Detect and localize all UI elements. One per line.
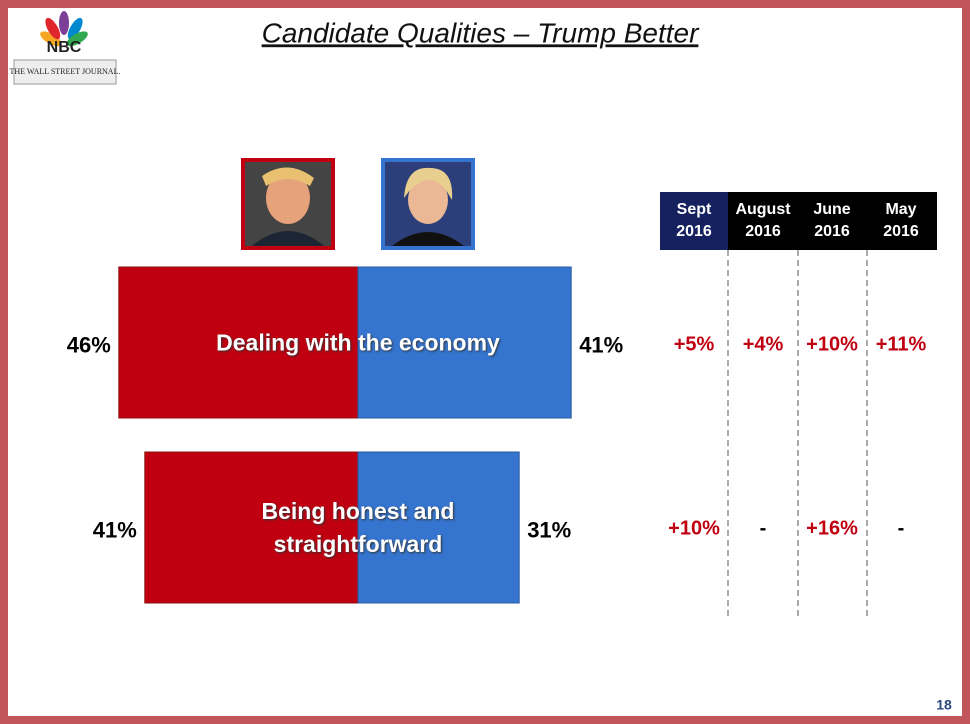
page-number: 18 bbox=[936, 697, 952, 713]
table-cell: +4% bbox=[743, 333, 784, 355]
column-header: June 2016 bbox=[813, 201, 851, 240]
value-label: 46% bbox=[67, 332, 111, 357]
table-cell: +5% bbox=[674, 333, 715, 355]
logo-network: NBC bbox=[47, 39, 82, 56]
peacock bbox=[40, 11, 88, 47]
logo-box bbox=[13, 59, 117, 85]
table-cell: - bbox=[760, 517, 767, 539]
category-label: Dealing with the economy bbox=[216, 329, 500, 355]
table-cell: +16% bbox=[806, 517, 858, 539]
header-cell bbox=[660, 192, 728, 250]
bar bbox=[357, 266, 572, 419]
bar bbox=[357, 451, 520, 604]
bar bbox=[118, 266, 359, 419]
value-label: 41% bbox=[93, 517, 137, 542]
photo-clinton bbox=[381, 158, 475, 250]
column-header: Sept 2016 bbox=[676, 201, 712, 240]
table-cell: +11% bbox=[876, 333, 927, 355]
logo-paper: THE WALL STREET JOURNAL. bbox=[10, 67, 121, 76]
value-label: 41% bbox=[579, 332, 623, 357]
bar bbox=[144, 451, 359, 604]
column-header: May 2016 bbox=[883, 201, 919, 240]
table-cell: +10% bbox=[806, 333, 858, 355]
chart-title: Candidate Qualities – Trump Better bbox=[262, 17, 700, 48]
header-cell bbox=[728, 192, 937, 250]
table-cell: - bbox=[898, 517, 905, 539]
category-label: Being honest and straightforward bbox=[261, 497, 455, 557]
value-label: 31% bbox=[527, 517, 571, 542]
column-header: August 2016 bbox=[735, 201, 791, 240]
photo-trump bbox=[241, 158, 335, 250]
table-cell: +10% bbox=[668, 517, 720, 539]
